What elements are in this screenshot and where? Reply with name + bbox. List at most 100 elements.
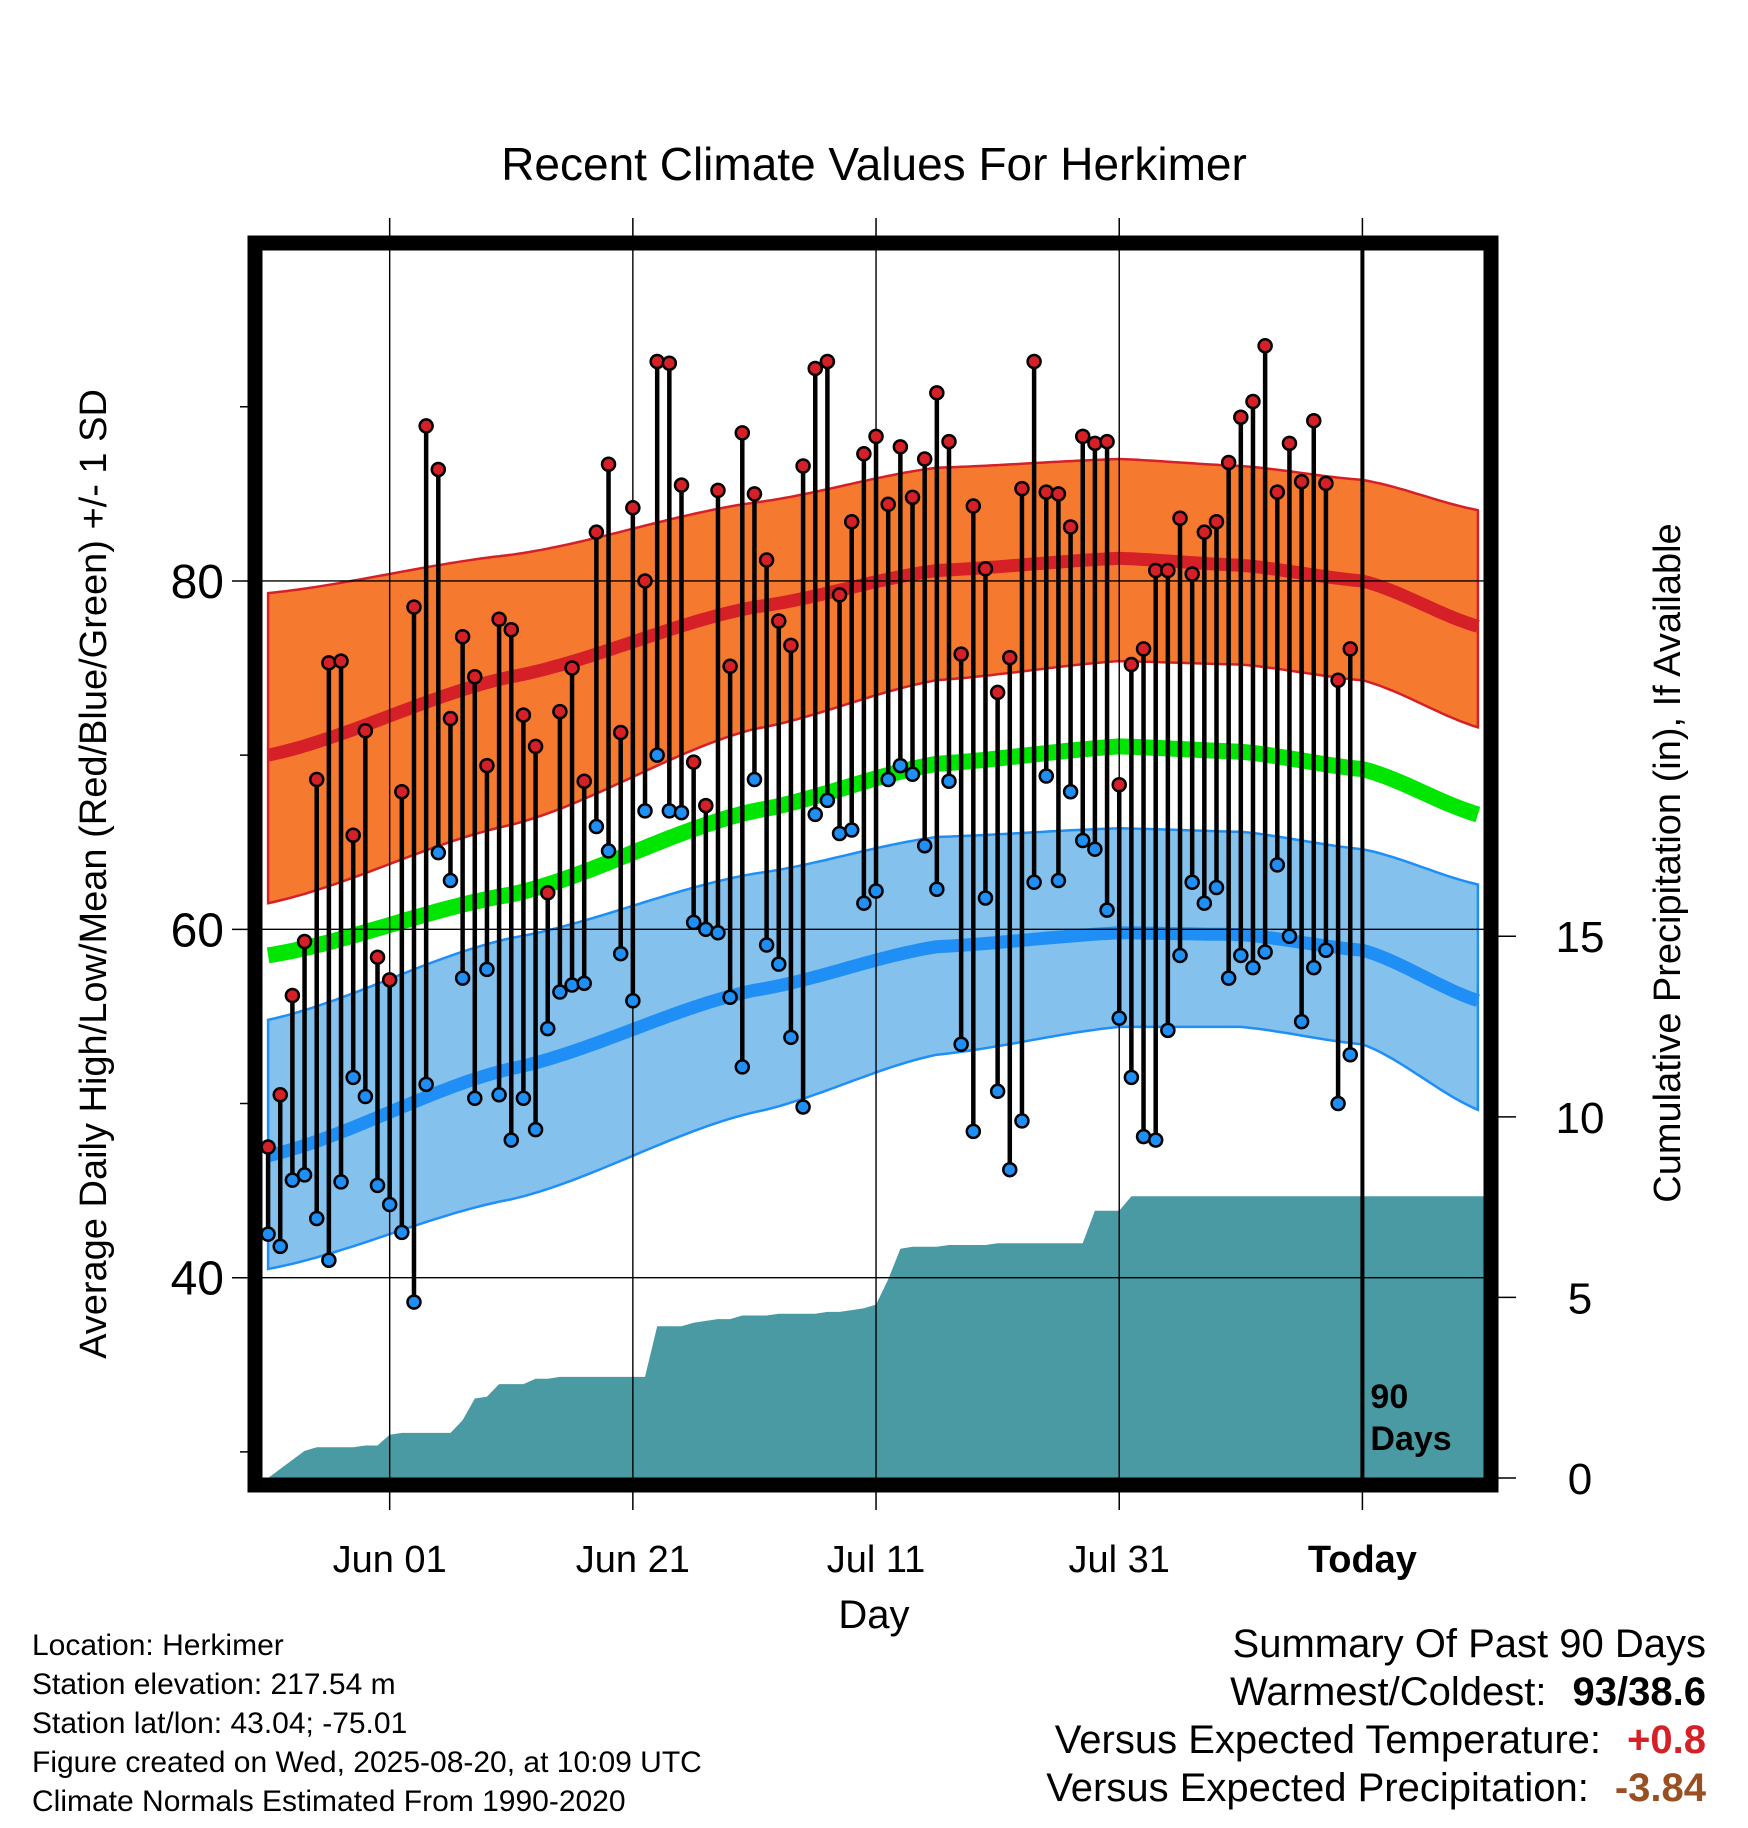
observed-high-point xyxy=(1123,656,1140,673)
y-tick-label: 40 xyxy=(171,1253,224,1306)
observed-low-point xyxy=(989,1083,1006,1100)
observed-high-point xyxy=(625,500,641,516)
observed-high-point xyxy=(734,425,751,441)
observed-high-point xyxy=(272,1087,288,1103)
location-text: Location: Herkimer xyxy=(32,1629,284,1662)
observed-high-point xyxy=(406,599,422,615)
days-label-line: Days xyxy=(1370,1420,1451,1458)
observed-low-point xyxy=(515,1090,532,1107)
observed-low-point xyxy=(953,1036,969,1053)
precip-value: -3.84 xyxy=(1614,1766,1706,1810)
summary-temp-row: Versus Expected Temperature: +0.8 xyxy=(1046,1716,1706,1764)
observed-high-point xyxy=(1002,649,1018,666)
precip-label: Versus Expected Precipitation: xyxy=(1046,1766,1589,1810)
observed-high-point xyxy=(515,707,532,723)
observed-high-point xyxy=(321,655,337,671)
observed-low-point xyxy=(1293,1013,1310,1030)
observed-high-point xyxy=(1196,524,1213,540)
station-info: Location: Herkimer Station elevation: 21… xyxy=(32,1626,702,1821)
observed-high-point xyxy=(929,385,945,401)
summary-warmest-row: Warmest/Coldest: 93/38.6 xyxy=(1046,1668,1706,1716)
observed-high-point xyxy=(369,949,386,965)
observed-low-point xyxy=(880,771,896,788)
observed-low-point xyxy=(1306,959,1322,976)
observed-low-point xyxy=(612,945,629,962)
observed-low-point xyxy=(1245,959,1261,976)
observed-high-point xyxy=(710,482,726,499)
observed-high-point xyxy=(771,613,787,629)
observed-low-point xyxy=(357,1088,374,1105)
observed-high-point xyxy=(600,456,617,472)
observed-low-point xyxy=(892,757,909,774)
observed-high-point xyxy=(880,496,896,513)
observed-low-point xyxy=(1184,874,1200,891)
observed-high-point xyxy=(1160,562,1176,579)
summary-precip-row: Versus Expected Precipitation: -3.84 xyxy=(1046,1764,1706,1812)
observed-high-point xyxy=(795,458,811,474)
observed-low-point xyxy=(710,925,726,941)
observed-high-point xyxy=(892,439,909,455)
observed-high-point xyxy=(1038,484,1055,500)
observed-high-point xyxy=(1220,454,1237,471)
latlon-text: Station lat/lon: 43.04; -75.01 xyxy=(32,1707,408,1740)
observed-low-point xyxy=(406,1294,422,1310)
observed-high-point xyxy=(673,477,690,493)
observed-high-point xyxy=(1172,510,1188,526)
observed-high-point xyxy=(296,933,313,950)
x-tick-label: Jul 31 xyxy=(1069,1539,1170,1581)
observed-high-point xyxy=(758,552,775,568)
observed-high-point xyxy=(527,738,544,755)
observed-high-point xyxy=(612,724,629,741)
observed-high-point xyxy=(357,722,374,739)
observed-low-point xyxy=(734,1059,751,1075)
warmest-value: 93/38.6 xyxy=(1572,1670,1706,1714)
observed-low-point xyxy=(1233,947,1249,964)
observed-high-point xyxy=(819,353,836,370)
observed-low-point xyxy=(1074,832,1091,849)
observed-low-point xyxy=(503,1132,520,1148)
observed-low-point xyxy=(1147,1132,1164,1148)
observed-high-point xyxy=(345,827,361,844)
observed-low-point xyxy=(758,937,775,953)
observed-high-point xyxy=(868,428,884,445)
observed-high-point xyxy=(1062,519,1079,535)
observed-low-point xyxy=(552,984,568,1000)
observed-low-point xyxy=(637,803,653,819)
observed-high-point xyxy=(479,757,495,774)
observed-low-point xyxy=(491,1087,507,1103)
observed-high-point xyxy=(685,754,702,770)
x-tick-label: Jul 11 xyxy=(827,1539,926,1581)
observed-high-point xyxy=(1208,513,1225,530)
x-tick-label: Jun 01 xyxy=(333,1539,447,1581)
observed-high-point xyxy=(1257,338,1273,354)
observed-high-point xyxy=(843,513,860,530)
observed-high-point xyxy=(1233,409,1249,425)
temp-value: +0.8 xyxy=(1627,1718,1706,1762)
days-label-line: 90 xyxy=(1370,1378,1408,1416)
observed-low-point xyxy=(746,771,763,788)
days-label: 90 Days xyxy=(1370,1378,1451,1458)
y2-tick-label: 0 xyxy=(1568,1455,1592,1504)
observed-high-point xyxy=(831,587,848,603)
observed-high-point xyxy=(418,418,434,434)
plot-frame xyxy=(247,235,1499,1493)
observed-high-point xyxy=(904,489,921,506)
observed-low-point xyxy=(296,1167,313,1183)
observed-low-point xyxy=(527,1121,544,1138)
observed-high-point xyxy=(698,797,714,814)
observed-low-point xyxy=(977,890,994,906)
observed-low-point xyxy=(856,895,872,911)
observed-low-point xyxy=(1318,942,1334,958)
observed-bars xyxy=(260,338,1358,1310)
observed-high-point xyxy=(722,658,738,675)
summary-heading: Summary Of Past 90 Days xyxy=(1232,1622,1706,1666)
observed-low-point xyxy=(454,970,471,986)
observed-low-point xyxy=(1330,1095,1346,1112)
observed-low-point xyxy=(442,872,459,889)
observed-low-point xyxy=(1281,928,1298,945)
warmest-label: Warmest/Coldest: xyxy=(1230,1670,1547,1714)
observed-low-point xyxy=(1087,841,1103,857)
observed-high-point xyxy=(430,461,447,478)
observed-low-point xyxy=(308,1210,325,1227)
observed-low-point xyxy=(1160,1022,1176,1039)
